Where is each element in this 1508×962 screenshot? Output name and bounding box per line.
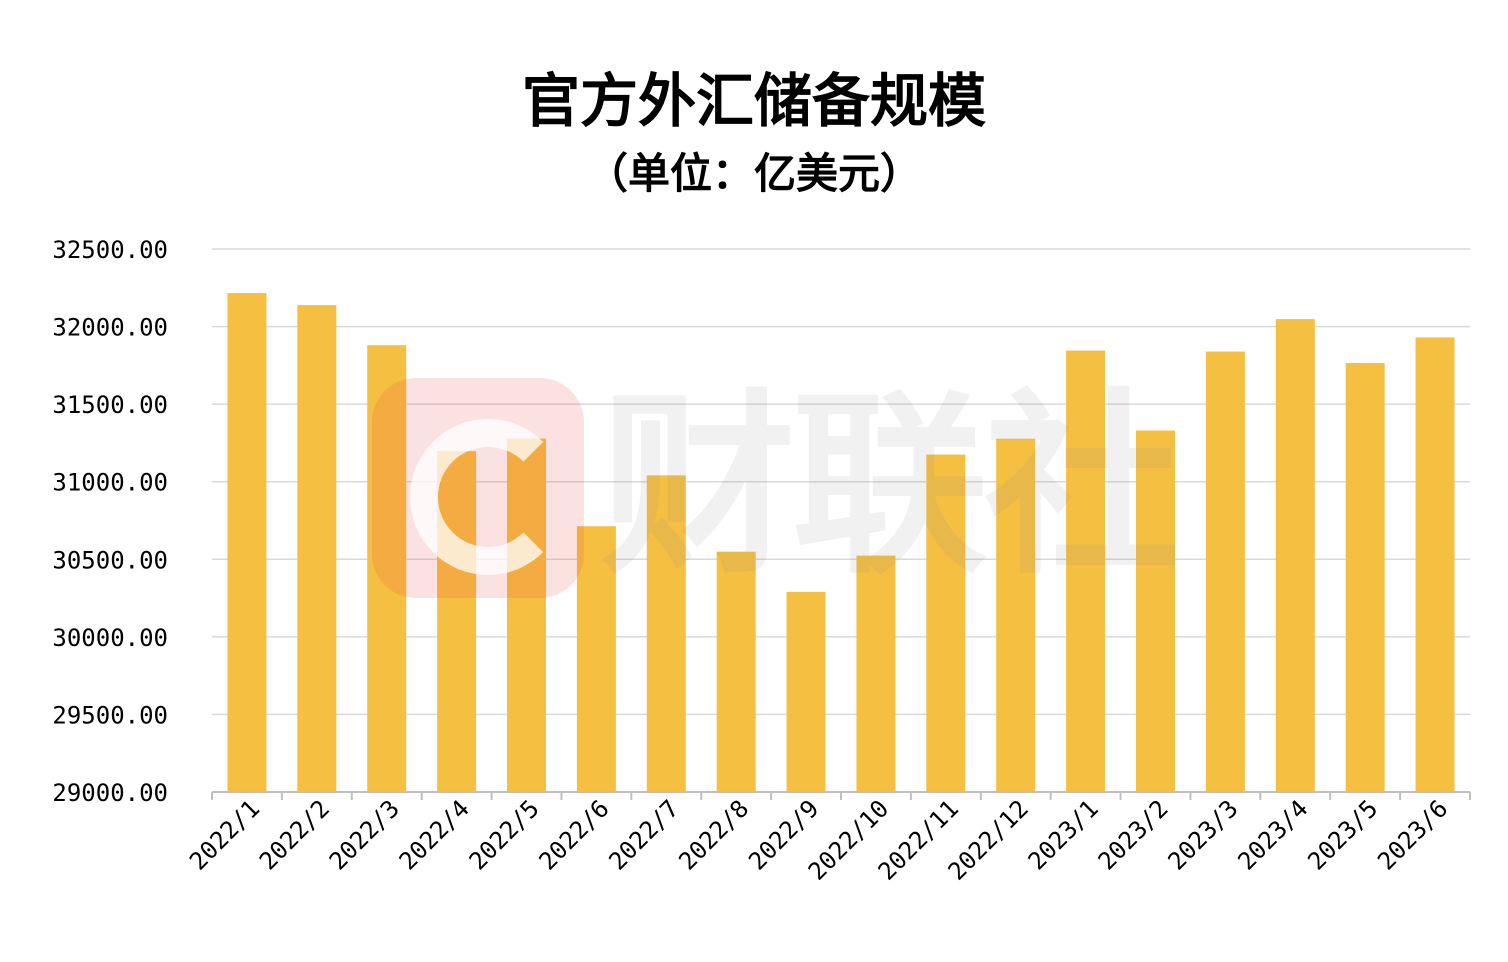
gridlines <box>212 248 1470 716</box>
y-tick-label: 29500.00 <box>52 701 168 729</box>
bar <box>716 551 756 792</box>
x-tick-label: 2022/4 <box>394 794 475 875</box>
y-tick-label: 30000.00 <box>52 624 168 652</box>
x-tick-label: 2022/5 <box>464 794 545 875</box>
y-axis-tick-labels: 29000.00 29500.00 30000.00 30500.00 31000.00… <box>52 236 168 807</box>
x-axis-tick-labels: 2022/12022/22022/32022/42022/52022/62022… <box>184 794 1453 885</box>
chart-subtitle: （单位：亿美元） <box>585 149 922 198</box>
bar <box>367 345 407 792</box>
bar <box>576 526 616 792</box>
y-tick-label: 31500.00 <box>52 391 168 419</box>
x-tick-label: 2022/1 <box>184 794 265 875</box>
bars <box>227 293 1455 792</box>
x-tick-label: 2022/7 <box>603 794 684 875</box>
x-tick-label: 2023/4 <box>1232 794 1313 875</box>
bar <box>1136 430 1175 792</box>
bar <box>437 451 477 792</box>
bar <box>996 438 1036 792</box>
bar <box>786 591 826 792</box>
bar <box>1415 337 1455 792</box>
bar <box>856 555 896 792</box>
x-tick-label: 2022/6 <box>534 794 615 875</box>
x-tick-label: 2023/3 <box>1163 794 1244 875</box>
y-tick-label: 32000.00 <box>52 314 168 342</box>
bar <box>1066 350 1106 792</box>
bar <box>1205 351 1245 792</box>
bar <box>1275 319 1315 792</box>
x-tick-label: 2022/2 <box>254 794 335 875</box>
x-tick-label: 2023/1 <box>1023 794 1104 875</box>
x-tick-label: 2022/8 <box>673 794 754 875</box>
bar <box>507 438 546 792</box>
x-tick-label: 2023/5 <box>1302 794 1383 875</box>
bar <box>926 454 966 792</box>
x-tick-label: 2023/6 <box>1372 794 1453 875</box>
y-tick-label: 29000.00 <box>52 779 168 807</box>
y-tick-label: 32500.00 <box>52 236 168 264</box>
x-tick-label: 2022/3 <box>324 794 405 875</box>
x-tick-label: 2023/2 <box>1093 794 1174 875</box>
chart-title: 官方外汇储备规模 <box>521 67 986 135</box>
bar <box>297 305 337 792</box>
bar <box>227 293 267 792</box>
y-tick-label: 30500.00 <box>52 546 168 574</box>
bar <box>1345 363 1385 792</box>
y-tick-label: 31000.00 <box>52 469 168 497</box>
x-axis <box>211 791 1471 800</box>
bar <box>646 475 686 792</box>
